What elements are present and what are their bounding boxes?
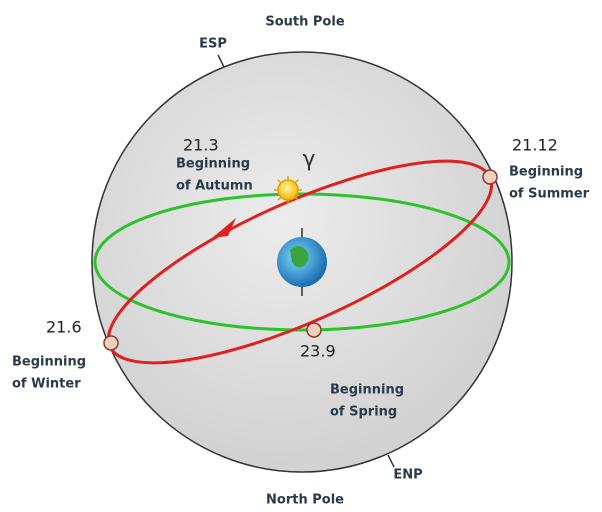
point-label: Beginning [176,157,250,172]
date-label: 21.12 [512,136,558,155]
point-label: of Spring [330,405,397,420]
enp-label: ENP [393,468,422,483]
spring-point [307,323,321,337]
date-label: 21.6 [46,318,82,337]
esp-tick [218,55,224,67]
point-label: of Summer [509,187,590,202]
point-label: of Winter [12,377,81,392]
diagram: South Pole ESP ENP North Pole γ 21.3 Beg… [0,0,602,512]
summer-point [483,170,497,184]
enp-tick [388,455,394,467]
esp-label: ESP [199,37,227,52]
date-label: 21.3 [183,136,219,155]
point-label: Beginning [509,165,583,180]
point-label: Beginning [330,383,404,398]
equinox-symbol: γ [302,147,315,172]
winter-point [104,336,118,350]
sun [274,176,302,204]
south-pole-label: South Pole [265,15,344,30]
date-label: 23.9 [300,342,336,361]
point-label: of Autumn [176,179,253,194]
north-pole-label: North Pole [266,493,344,508]
point-label: Beginning [12,355,86,370]
